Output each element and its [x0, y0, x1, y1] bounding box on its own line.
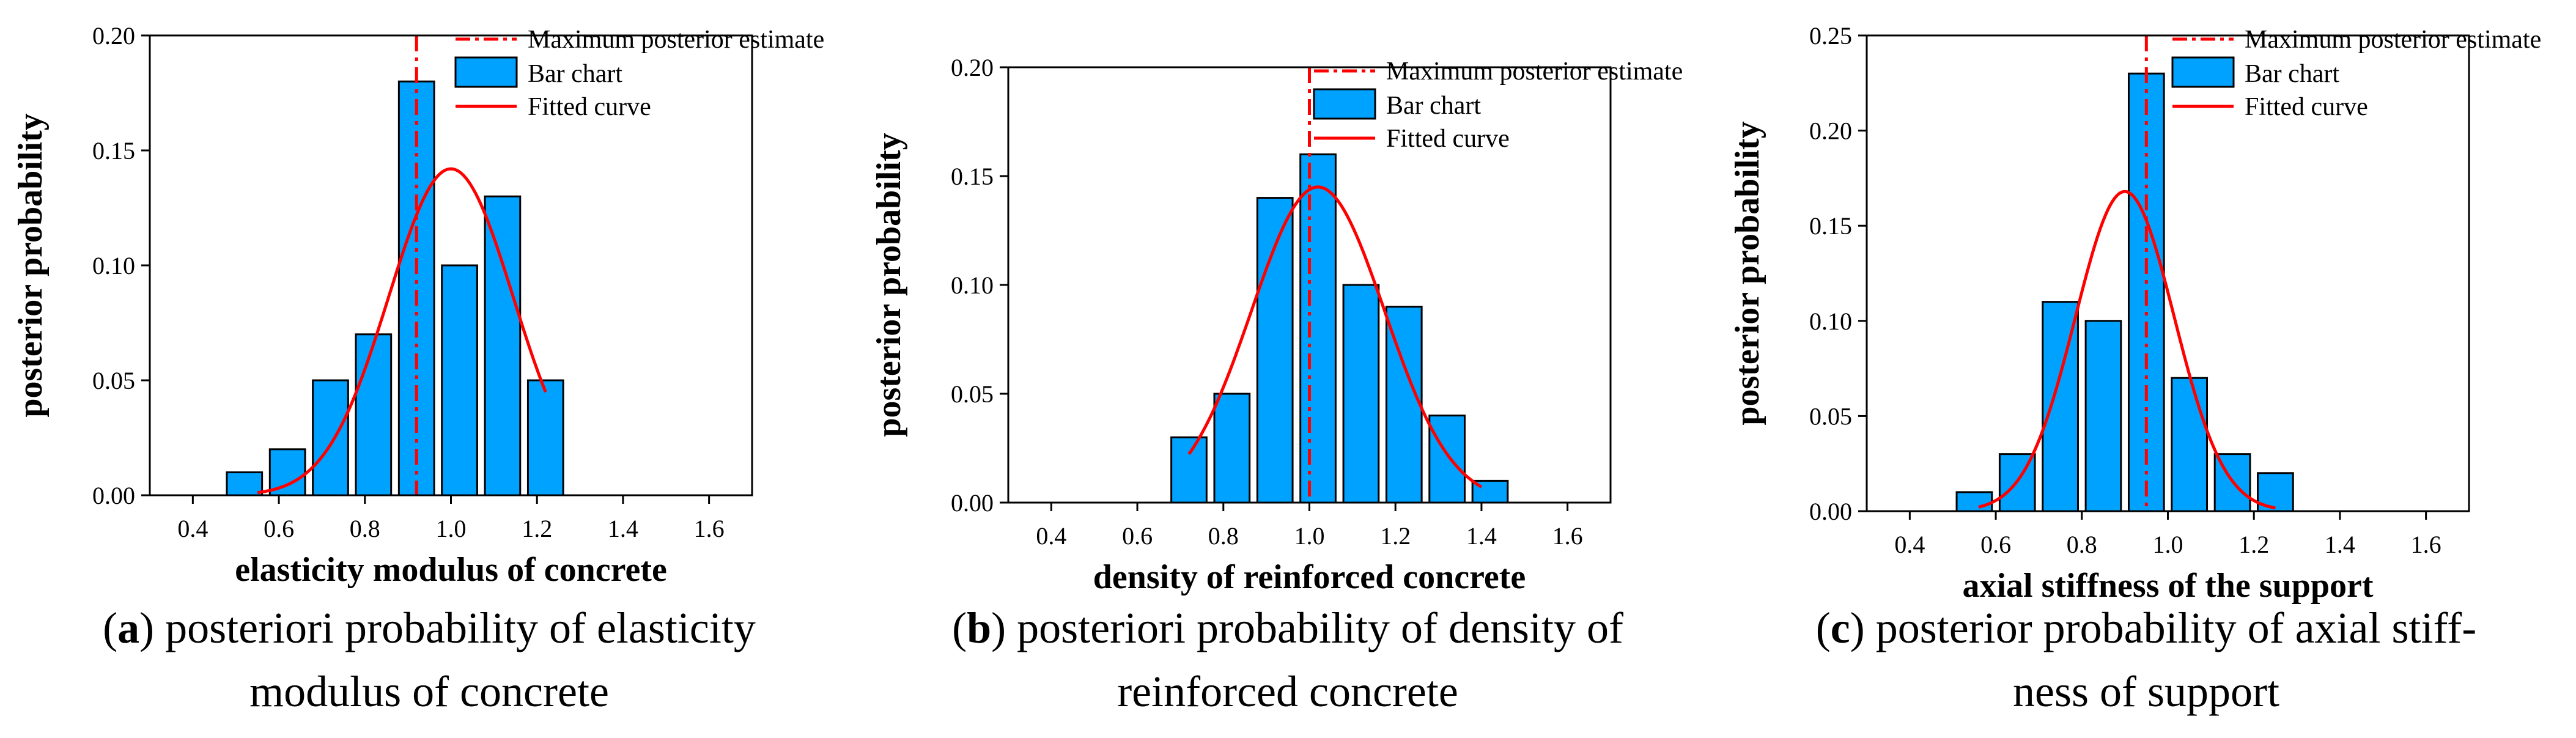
- bar-a-6: [484, 195, 522, 496]
- y-tick-label-c-1: 0.05: [1809, 402, 1852, 430]
- caption-line1-c: posterior probability of axial stiff-: [1875, 603, 2477, 652]
- caption-line1-b: posteriori probability of density of: [1017, 603, 1623, 652]
- x-tick-label-a-5: 1.4: [608, 515, 638, 542]
- bar-b-1: [1213, 393, 1251, 504]
- fitted-curve-b: [1187, 185, 1483, 489]
- bar-c-5: [2171, 377, 2209, 512]
- x-tick-label-b-1: 0.6: [1122, 522, 1153, 550]
- x-axis-title-c: axial stiffness of the support: [1962, 567, 2373, 605]
- bar-b-6: [1428, 415, 1466, 504]
- bar-b-4: [1342, 284, 1380, 504]
- caption-letter-c: c: [1830, 603, 1850, 652]
- x-tick-label-a-2: 0.8: [350, 515, 380, 542]
- caption-letter-b: b: [967, 603, 992, 652]
- y-tick-label-a-3: 0.15: [92, 137, 135, 164]
- x-tick-label-c-6: 1.6: [2411, 531, 2441, 558]
- x-axis-title-b: density of reinforced concrete: [1093, 558, 1526, 596]
- legend-bar-label-c: Bar chart: [2245, 60, 2339, 88]
- x-tick-label-b-3: 1.0: [1294, 522, 1325, 550]
- x-tick-label-b-2: 0.8: [1208, 522, 1239, 550]
- bar-a-2: [312, 379, 349, 496]
- x-tick-label-a-3: 1.0: [436, 515, 467, 542]
- x-tick-label-c-0: 0.4: [1894, 531, 1925, 558]
- bar-a-5: [441, 264, 478, 496]
- bar-c-0: [1955, 491, 1993, 512]
- x-tick-label-b-5: 1.4: [1466, 522, 1497, 550]
- y-tick-label-a-2: 0.10: [92, 252, 135, 279]
- fitted-curve-c: [1978, 190, 2276, 510]
- y-axis-title-c: posterior probability: [1729, 121, 1766, 425]
- fitted-curve-a: [257, 167, 547, 495]
- y-tick-label-a-0: 0.00: [92, 482, 135, 509]
- y-tick-label-c-4: 0.20: [1809, 117, 1852, 145]
- bar-b-5: [1385, 306, 1423, 504]
- y-tick-label-b-2: 0.10: [951, 271, 994, 299]
- caption-a: (a) posteriori probability of elasticity…: [103, 603, 756, 716]
- bar-a-3: [355, 333, 393, 496]
- legend-fit-label-b: Fitted curve: [1386, 125, 1510, 153]
- x-tick-label-c-4: 1.2: [2238, 531, 2269, 558]
- bar-a-7: [526, 379, 564, 496]
- legend-c: Maximum posterior estimate Bar chart Fitte…: [2171, 26, 2541, 121]
- legend-b: Maximum posterior estimate Bar chart Fitte…: [1313, 57, 1683, 153]
- plot-frame-c: [1866, 34, 2470, 512]
- y-axis-title-b: posterior probability: [870, 133, 908, 437]
- y-axis-title-a: posterior probability: [12, 113, 50, 417]
- x-tick-label-a-0: 0.4: [177, 515, 208, 542]
- caption-line2-a: modulus of concrete: [249, 667, 609, 716]
- x-tick-label-a-6: 1.6: [694, 515, 725, 542]
- x-tick-label-c-5: 1.4: [2325, 531, 2355, 558]
- panel-a: 0.4 0.6 0.8 1.0 1.2 1.4 1.6 0.00 0.05 0.10 0.15 0.2…: [0, 0, 858, 738]
- x-tick-label-b-4: 1.2: [1380, 522, 1411, 550]
- bar-b-0: [1170, 436, 1208, 504]
- legend-a: Maximum posterior estimate Bar chart Fitte…: [454, 26, 824, 121]
- y-tick-label-a-1: 0.05: [92, 367, 135, 394]
- legend-bar-label-a: Bar chart: [528, 60, 622, 88]
- chart-a: 0.4 0.6 0.8 1.0 1.2 1.4 1.6 0.00 0.05 0.10 0.15 0.2…: [12, 22, 824, 589]
- legend-fit-label-a: Fitted curve: [528, 93, 651, 121]
- x-tick-label-c-2: 0.8: [2067, 531, 2097, 558]
- legend-bar-swatch-a: [454, 56, 518, 88]
- x-tick-label-a-4: 1.2: [522, 515, 552, 542]
- y-tick-label-a-4: 0.20: [92, 22, 135, 50]
- caption-b: (b) posteriori probability of density of…: [952, 603, 1623, 716]
- x-axis-title-a: elasticity modulus of concrete: [235, 551, 667, 589]
- panel-c: 0.4 0.6 0.8 1.0 1.2 1.4 1.6 0.00 0.05 0.10 0.15 0.2…: [1717, 0, 2575, 738]
- legend-bar-swatch-c: [2171, 56, 2235, 88]
- y-tick-label-c-5: 0.25: [1809, 22, 1852, 50]
- legend-bar-swatch-b: [1313, 88, 1376, 120]
- y-tick-label-c-0: 0.00: [1809, 498, 1852, 525]
- legend-map-label-a: Maximum posterior estimate: [528, 26, 824, 54]
- x-tick-label-c-3: 1.0: [2153, 531, 2183, 558]
- chart-b: 0.4 0.6 0.8 1.0 1.2 1.4 1.6 0.00 0.05 0.10 0.15 0.2…: [870, 54, 1683, 596]
- bar-c-3: [2084, 320, 2122, 512]
- legend-map-label-b: Maximum posterior estimate: [1386, 57, 1683, 86]
- caption-line2-c: ness of support: [2013, 667, 2279, 716]
- y-tick-label-b-1: 0.05: [951, 380, 994, 408]
- x-tick-label-b-0: 0.4: [1036, 522, 1066, 550]
- legend-map-label-c: Maximum posterior estimate: [2245, 26, 2541, 54]
- x-tick-label-c-1: 0.6: [1980, 531, 2011, 558]
- y-tick-label-b-4: 0.20: [951, 54, 994, 81]
- legend-bar-label-b: Bar chart: [1386, 92, 1481, 120]
- legend-fit-label-c: Fitted curve: [2245, 93, 2368, 121]
- caption-line2-b: reinforced concrete: [1117, 667, 1458, 716]
- caption-letter-a: a: [117, 603, 140, 652]
- bar-b-3: [1299, 153, 1337, 504]
- caption-line1-a: posteriori probability of elasticity: [165, 603, 756, 652]
- y-tick-label-c-3: 0.15: [1809, 212, 1852, 240]
- bar-a-0: [226, 471, 264, 496]
- x-tick-label-a-1: 0.6: [264, 515, 294, 542]
- y-tick-label-c-2: 0.10: [1809, 308, 1852, 335]
- y-tick-label-b-0: 0.00: [951, 489, 994, 517]
- panel-b: 0.4 0.6 0.8 1.0 1.2 1.4 1.6 0.00 0.05 0.10 0.15 0.2…: [858, 0, 1717, 738]
- x-tick-label-b-6: 1.6: [1552, 522, 1583, 550]
- y-tick-label-b-3: 0.15: [951, 163, 994, 190]
- chart-c: 0.4 0.6 0.8 1.0 1.2 1.4 1.6 0.00 0.05 0.10 0.15 0.2…: [1729, 22, 2541, 605]
- caption-c: (c) posterior probability of axial stiff…: [1815, 603, 2477, 716]
